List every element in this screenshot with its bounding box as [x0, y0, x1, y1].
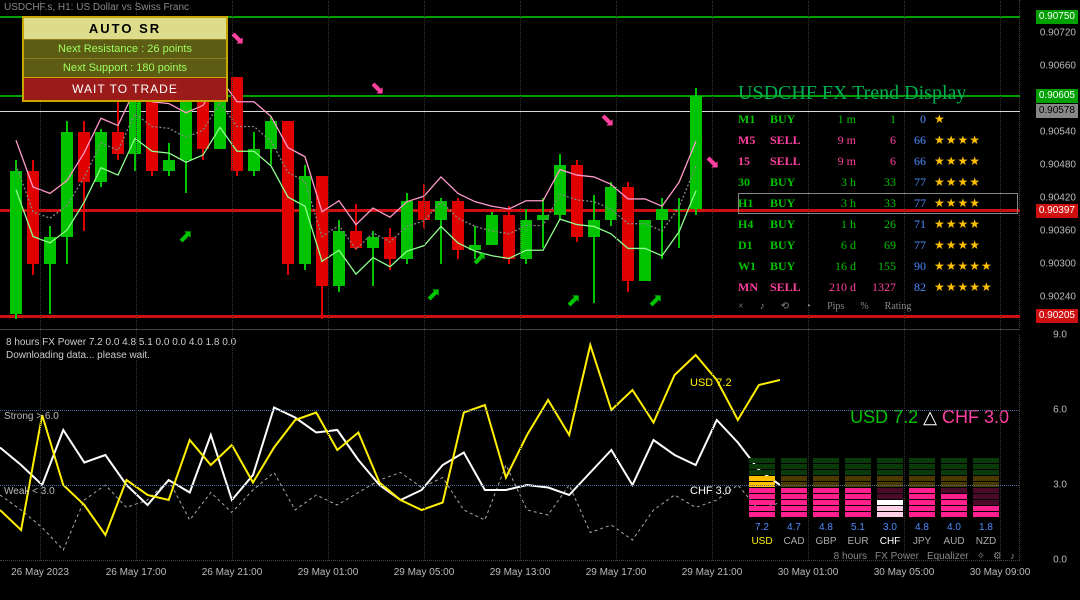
trend-row[interactable]: 15SELL9 m666★★★★ [738, 151, 1018, 172]
trend-row[interactable]: H1BUY3 h3377★★★★ [738, 193, 1018, 214]
signal-arrow: ⬈ [426, 284, 441, 305]
trend-row[interactable]: M5SELL9 m666★★★★ [738, 130, 1018, 151]
fxpower-yaxis: 9.06.03.00.0 [1025, 335, 1075, 560]
sr-panel[interactable]: AUTO SR Next Resistance : 26 points Next… [22, 16, 228, 102]
signal-arrow: ⬊ [705, 152, 720, 173]
sr-resistance: Next Resistance : 26 points [24, 39, 226, 58]
signal-arrow: ⬈ [472, 248, 487, 269]
signal-arrow: ⬊ [230, 28, 245, 49]
sr-action[interactable]: WAIT TO TRADE [24, 77, 226, 100]
fxpower-panel[interactable]: 8 hours FX Power 7.2 0.0 4.8 5.1 0.0 0.0… [0, 335, 1020, 560]
signal-arrow: ⬈ [566, 290, 581, 311]
trend-display[interactable]: USDCHF FX Trend Display M1BUY1 m10★M5SEL… [738, 82, 1018, 312]
sr-support: Next Support : 180 points [24, 58, 226, 77]
sr-header: AUTO SR [24, 18, 226, 39]
trend-footer[interactable]: ×♪⟲◔Pips%Rating [738, 301, 1018, 312]
fxpower-lines [0, 335, 780, 560]
trend-title: USDCHF FX Trend Display [738, 82, 1018, 105]
price-axis: 0.907200.906600.906050.905780.905400.904… [1020, 0, 1080, 330]
chart-title: USDCHF.s, H1: US Dollar vs Swiss Franc [4, 2, 189, 13]
signal-arrow: ⬈ [178, 226, 193, 247]
signal-arrow: ⬈ [648, 290, 663, 311]
trend-row[interactable]: 30BUY3 h3377★★★★ [738, 172, 1018, 193]
trend-row[interactable]: H4BUY1 h2671★★★★ [738, 214, 1018, 235]
fxpower-equalizer[interactable]: 7.2USD4.7CAD4.8GBP5.1EUR3.0CHF4.8JPY4.0A… [749, 447, 1009, 547]
time-axis: 26 May 202326 May 17:0026 May 21:0029 Ma… [0, 560, 1020, 600]
trend-row[interactable]: D1BUY6 d6977★★★★ [738, 235, 1018, 256]
trend-row[interactable]: M1BUY1 m10★ [738, 109, 1018, 130]
signal-arrow: ⬊ [600, 110, 615, 131]
trend-row[interactable]: W1BUY16 d15590★★★★★ [738, 256, 1018, 277]
signal-arrow: ⬊ [370, 78, 385, 99]
trend-row[interactable]: MNSELL210 d132782★★★★★ [738, 277, 1018, 298]
